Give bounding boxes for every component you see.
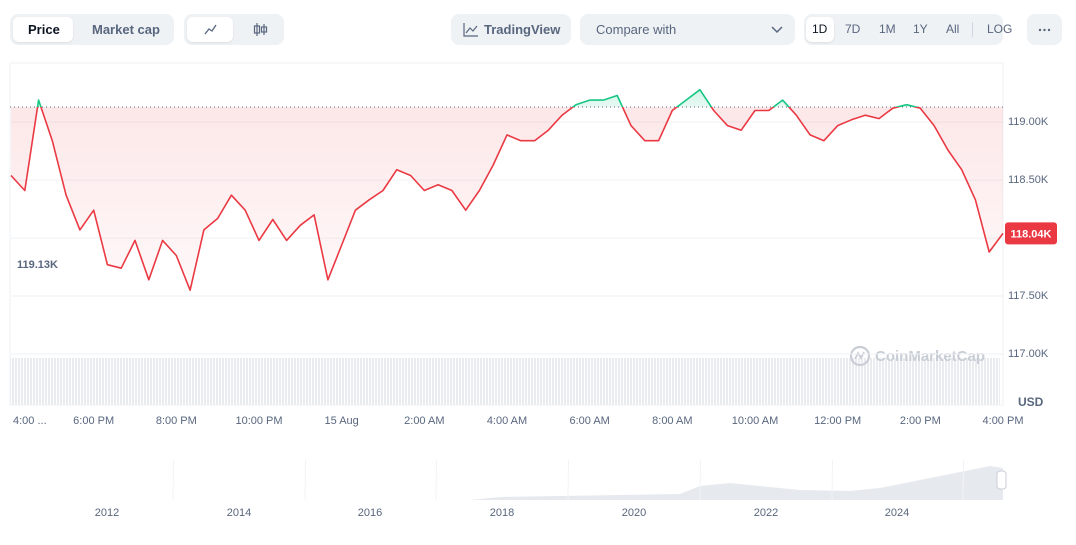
- volume-bars: [10, 358, 1000, 405]
- x-tick-label: 10:00 PM: [235, 415, 282, 427]
- navigator-area: [10, 466, 1003, 500]
- range-group: 1D 7D 1M 1Y All LOG: [804, 14, 1012, 45]
- range-button[interactable]: 1Y: [913, 22, 928, 36]
- chart-style-group: [184, 14, 284, 45]
- navigator-grid: [567, 459, 569, 501]
- price-line: [10, 88, 1004, 291]
- navigator-grid: [831, 459, 833, 501]
- watermark: CoinMarketCap: [849, 345, 985, 367]
- x-tick-label: 2:00 AM: [404, 415, 444, 427]
- chevron: [771, 26, 783, 34]
- candle-icon[interactable]: [246, 17, 276, 42]
- last-price-label: 118.04K: [1011, 228, 1052, 240]
- x-tick-label: 4:00 ...: [13, 415, 47, 427]
- price-tab[interactable]: Price: [28, 22, 60, 37]
- currency-label: USD: [1018, 395, 1044, 409]
- watermark-text: CoinMarketCap: [875, 348, 985, 365]
- x-tick-label: 6:00 AM: [569, 415, 609, 427]
- year-label: 2020: [622, 507, 646, 519]
- year-label: 2016: [358, 507, 382, 519]
- compare-label: Compare with: [596, 22, 677, 37]
- x-tick-label: 4:00 AM: [487, 415, 527, 427]
- line-style-button[interactable]: [187, 17, 233, 42]
- navigator-grid: [435, 459, 437, 501]
- navigator-grid: [962, 459, 964, 501]
- more-button[interactable]: [1027, 14, 1062, 45]
- line-icon: [204, 24, 217, 35]
- tv-icon: [463, 23, 478, 37]
- separator: [972, 22, 973, 37]
- navigator-grid: [172, 459, 174, 501]
- year-label: 2022: [754, 507, 778, 519]
- navigator-grid: [304, 459, 306, 501]
- x-tick-label: 4:00 PM: [983, 415, 1024, 427]
- tradingview-label: TradingView: [484, 22, 561, 37]
- y-tick-label: 118.50K: [1008, 174, 1049, 186]
- market-cap-tab[interactable]: Market cap: [92, 22, 160, 37]
- x-tick-label: 6:00 PM: [73, 415, 114, 427]
- active-tab[interactable]: [13, 17, 73, 42]
- x-tick-label: 12:00 PM: [814, 415, 861, 427]
- last-price-badge: [1005, 222, 1057, 245]
- year-label: 2024: [885, 507, 909, 519]
- baseline-label: 119.13K: [17, 259, 58, 271]
- x-tick-label: 15 Aug: [325, 415, 359, 427]
- log-button[interactable]: LOG: [987, 22, 1013, 36]
- active-range: [806, 17, 834, 42]
- navigator-handle[interactable]: [996, 470, 1007, 490]
- range-button[interactable]: 1M: [879, 22, 896, 36]
- tradingview-button[interactable]: TradingView: [451, 14, 571, 45]
- x-tick-label: 10:00 AM: [732, 415, 778, 427]
- x-tick-label: 8:00 AM: [652, 415, 692, 427]
- year-label: 2018: [490, 507, 514, 519]
- x-tick-label: 8:00 PM: [156, 415, 197, 427]
- price-area: [11, 89, 1003, 291]
- more-icon: [1038, 28, 1051, 32]
- x-tick-label: 2:00 PM: [900, 415, 941, 427]
- range-button[interactable]: 7D: [845, 22, 861, 36]
- y-tick-label: 117.00K: [1008, 348, 1049, 360]
- y-tick-label: 117.50K: [1008, 290, 1049, 302]
- compare-dropdown[interactable]: Compare with: [580, 14, 795, 45]
- range-button[interactable]: 1D: [812, 22, 828, 36]
- navigator-grid: [699, 459, 701, 501]
- year-label: 2012: [95, 507, 119, 519]
- y-tick-label: 119.00K: [1008, 116, 1049, 128]
- year-label: 2014: [227, 507, 251, 519]
- tab-group: Price Market cap: [10, 14, 174, 45]
- range-button[interactable]: All: [946, 22, 960, 36]
